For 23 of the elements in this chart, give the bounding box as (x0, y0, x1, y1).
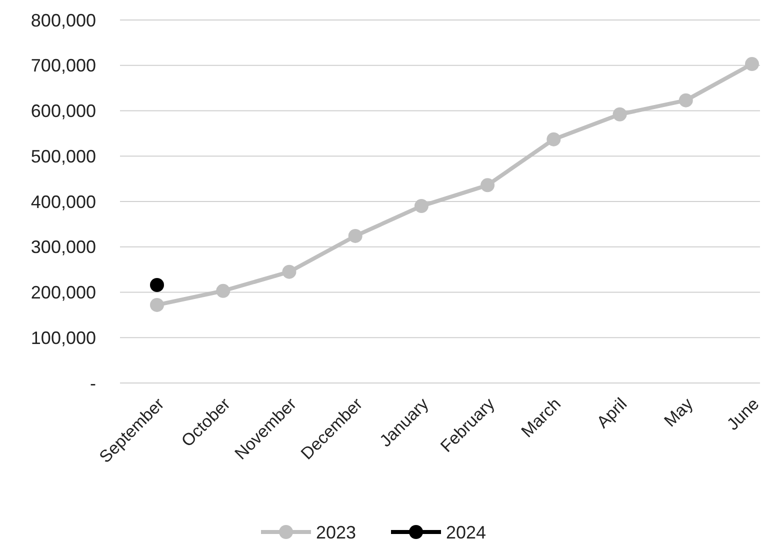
point (480, 178, 495, 192)
point (745, 57, 759, 72)
y-tick-label: - (90, 373, 96, 394)
y-tick-label: 400,000 (30, 192, 96, 212)
y-tick-label: 700,000 (30, 56, 96, 76)
y-tick-label: 800,000 (30, 10, 96, 30)
point (546, 132, 561, 146)
point (282, 264, 296, 279)
point (150, 298, 164, 312)
point (348, 228, 362, 243)
y-tick-label: 600,000 (30, 101, 96, 122)
point (678, 93, 693, 108)
x-tick-label: May (660, 394, 698, 431)
y-tick-label: 200,000 (30, 282, 96, 303)
point (612, 107, 627, 122)
y-tick-label: 500,000 (30, 146, 96, 166)
point (150, 278, 164, 292)
point (414, 199, 428, 214)
legend-label: 2024 (446, 522, 486, 542)
point (216, 284, 230, 298)
y-tick-label: 100,000 (30, 328, 96, 348)
legend-label: 2023 (316, 522, 356, 542)
y-tick-label: 300,000 (30, 237, 96, 258)
